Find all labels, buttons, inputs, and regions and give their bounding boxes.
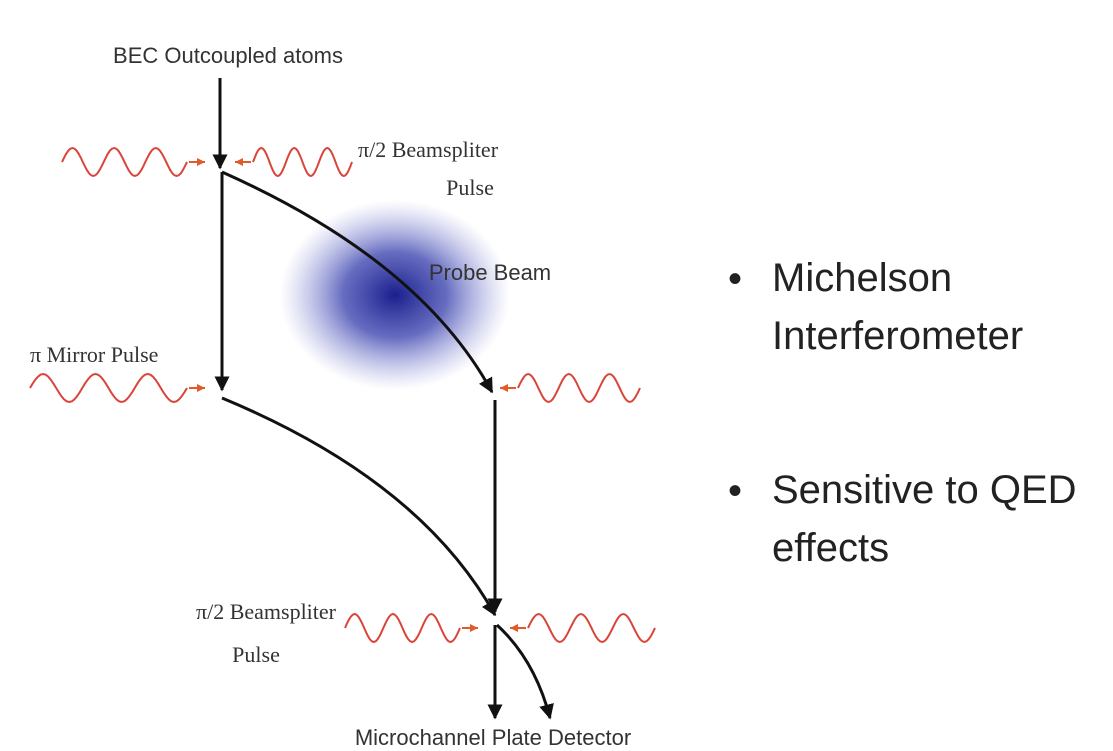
probe-beam [280, 200, 510, 390]
left-arm-lower [221, 396, 497, 617]
output-2 [495, 623, 554, 720]
wave [344, 612, 461, 644]
bullet-text: Sensitive to QED [772, 468, 1077, 512]
wave [527, 612, 656, 644]
bottom-pulse-label: Pulse [232, 642, 280, 667]
wave [29, 372, 188, 404]
probe-label: Probe Beam [429, 260, 551, 285]
pulse-arrow-head [500, 384, 508, 392]
wave [61, 146, 188, 178]
wave [517, 372, 641, 404]
pulse-arrow-head [197, 384, 205, 392]
bullet-list: • Michelson Interferometer • Sensitive to QE… [728, 256, 1077, 570]
bullet-text: Michelson [772, 256, 952, 300]
mirror-pulse-label: π Mirror Pulse [30, 342, 158, 367]
wave [252, 146, 353, 178]
top-pulse-label: Pulse [446, 175, 494, 200]
pulse-arrow-head [197, 158, 205, 166]
bottom-pulse-label: π/2 Beamspliter [196, 599, 337, 624]
laser-pulses [29, 146, 656, 644]
pulse-arrow-head [510, 624, 518, 632]
bullet-text: effects [772, 526, 889, 570]
right-arm [221, 170, 494, 394]
detector-label: Microchannel Plate Detector [355, 725, 631, 750]
bullet-dot: • [728, 257, 742, 301]
pulse-arrow-head [235, 158, 243, 166]
top-pulse-label: π/2 Beamspliter [358, 137, 499, 162]
source-label: BEC Outcoupled atoms [113, 43, 343, 68]
bullet-text: Interferometer [772, 314, 1023, 358]
bullet-dot: • [728, 469, 742, 513]
pulse-arrow-head [470, 624, 478, 632]
